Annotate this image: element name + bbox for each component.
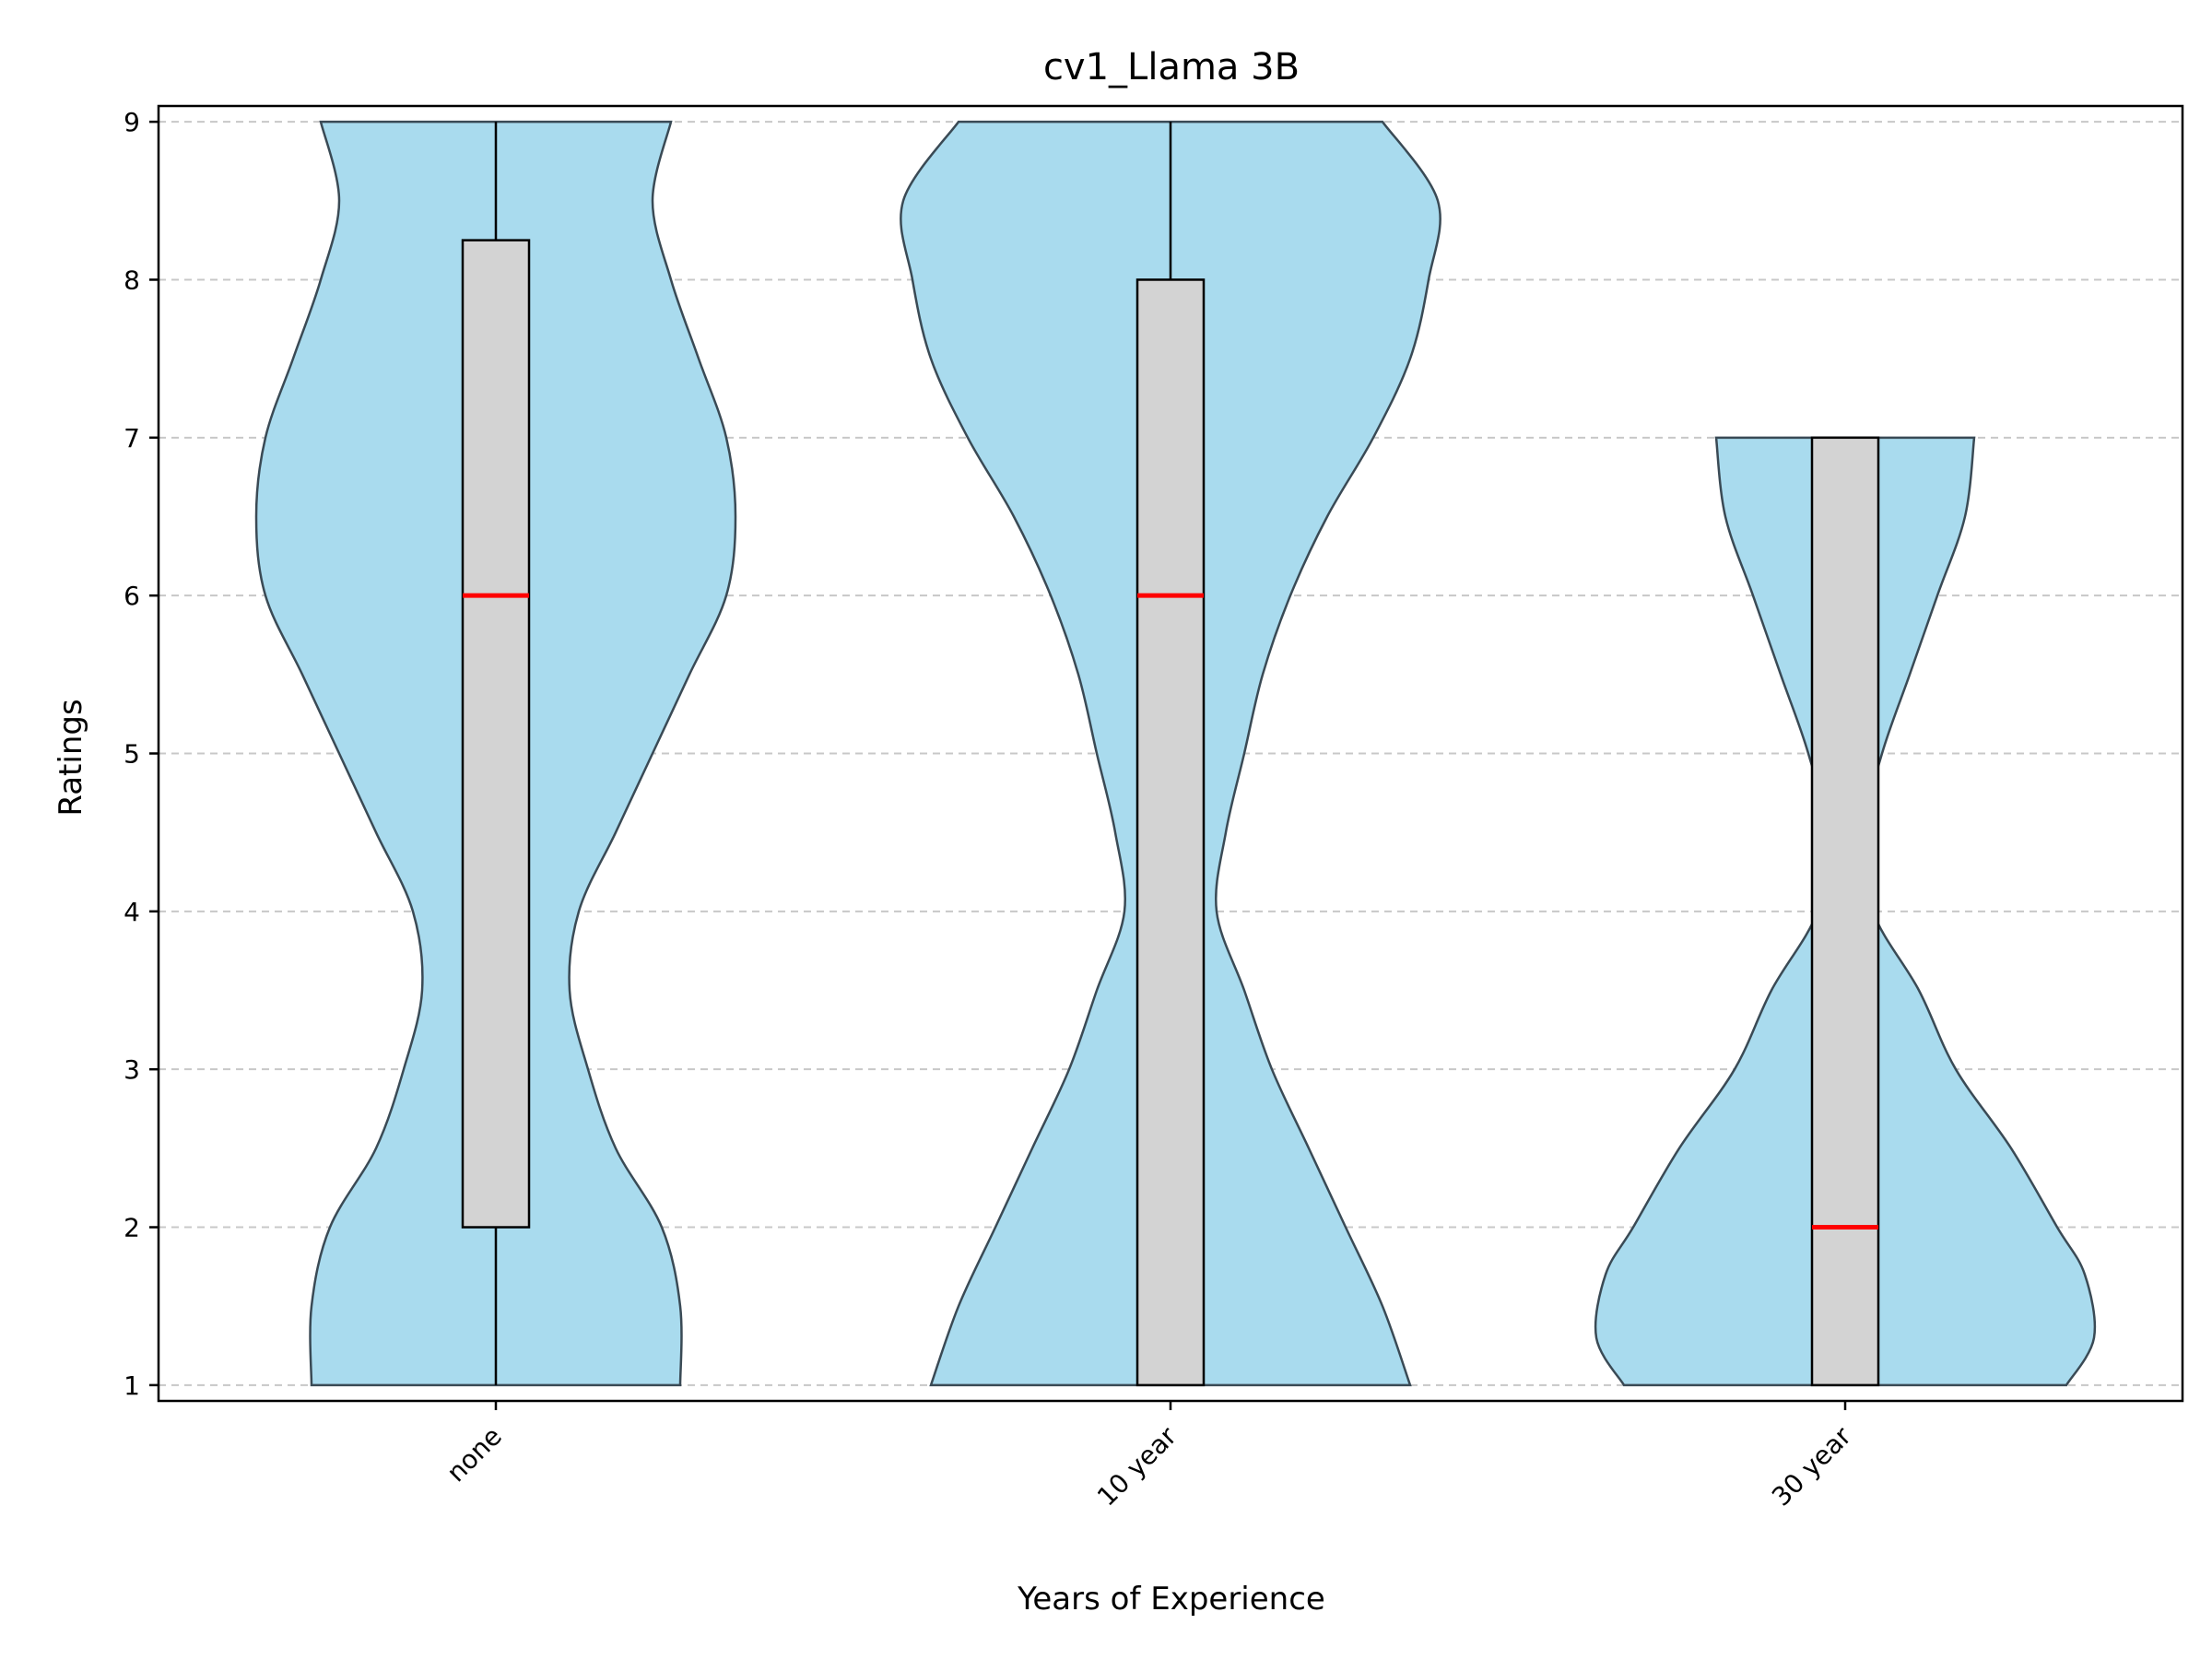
x-tick-label-2: 30 year [1766,1420,1857,1512]
x-tick-label-0: none [441,1421,508,1488]
y-axis: 1 2 3 4 5 6 7 8 9 [124,107,159,1401]
chart-title: cv1_Llama 3B [1043,46,1300,88]
y-tick-label-3: 3 [124,1054,140,1085]
x-axis-label: Years of Experience [1017,1581,1325,1618]
y-axis-label: Ratings [53,699,89,816]
x-tick-label-1: 10 year [1091,1420,1182,1512]
y-tick-label-6: 6 [124,581,140,611]
y-tick-label-1: 1 [124,1371,140,1401]
y-tick-label-4: 4 [124,897,140,927]
boxplots [461,122,1880,1387]
x-axis: none 10 year 30 year [441,1401,1857,1512]
box-0 [461,239,531,1229]
y-tick-label-9: 9 [124,107,140,137]
box-2 [1810,436,1880,1387]
box-1 [1135,278,1206,1387]
y-tick-label-8: 8 [124,265,140,295]
y-tick-label-5: 5 [124,739,140,770]
y-tick-label-7: 7 [124,423,140,453]
y-tick-label-2: 2 [124,1213,140,1243]
